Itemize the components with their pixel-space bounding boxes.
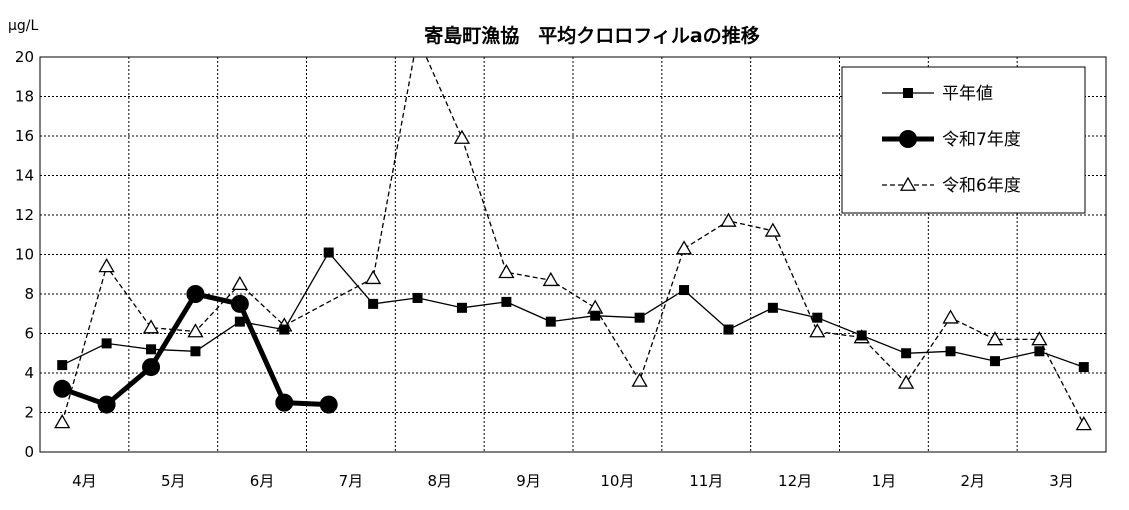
data-point <box>590 310 601 321</box>
grid <box>40 57 1106 452</box>
y-tick-label: 0 <box>24 443 34 461</box>
data-point <box>453 129 471 144</box>
series-thick-circle <box>53 285 338 414</box>
data-point <box>57 360 68 371</box>
data-point <box>898 374 915 389</box>
data-point <box>989 356 1000 367</box>
data-point <box>368 298 379 309</box>
y-tick-label: 6 <box>24 325 34 343</box>
x-tick-label: 12月 <box>778 472 812 490</box>
legend-marker <box>899 176 917 191</box>
data-point <box>675 240 693 255</box>
x-axis: 4月 5月 6月 7月 8月 9月 10月 11月 12月 1月 2月 3月 <box>72 472 1074 490</box>
data-point <box>412 292 423 303</box>
y-tick-label: 8 <box>24 285 34 303</box>
y-tick-label: 16 <box>15 127 34 145</box>
x-tick-label: 9月 <box>516 472 541 490</box>
x-tick-label: 4月 <box>72 472 97 490</box>
data-point <box>187 323 204 338</box>
data-point <box>856 330 867 341</box>
data-point <box>275 393 294 412</box>
x-tick-label: 6月 <box>250 472 275 490</box>
y-tick-label: 4 <box>24 364 34 382</box>
legend-label: 令和7年度 <box>942 130 1021 150</box>
x-tick-label: 11月 <box>689 472 723 490</box>
data-point <box>234 316 245 327</box>
x-tick-label: 8月 <box>427 472 452 490</box>
x-tick-label: 2月 <box>960 472 985 490</box>
data-point <box>501 296 512 307</box>
y-tick-label: 2 <box>24 404 34 422</box>
data-point <box>809 323 826 338</box>
data-point <box>190 346 201 357</box>
data-point <box>1034 346 1045 357</box>
y-tick-label: 10 <box>15 246 34 264</box>
data-point <box>142 358 161 377</box>
data-point <box>812 312 823 323</box>
data-point <box>456 302 467 313</box>
data-point <box>319 395 338 414</box>
data-point <box>767 302 778 313</box>
legend-label: 令和6年度 <box>942 176 1021 196</box>
data-point <box>945 346 956 357</box>
data-point <box>720 212 737 227</box>
data-point <box>101 338 112 349</box>
x-tick-label: 7月 <box>339 472 364 490</box>
data-point <box>365 269 382 285</box>
data-point <box>230 294 249 313</box>
data-point <box>231 275 248 291</box>
data-point <box>146 344 157 355</box>
data-point <box>634 312 645 323</box>
y-tick-label: 18 <box>15 88 34 106</box>
series-solid-square <box>57 247 1089 373</box>
y-tick-label: 14 <box>15 167 34 185</box>
data-point <box>98 258 115 273</box>
x-tick-label: 5月 <box>161 472 186 490</box>
y-axis-unit-label: μg/L <box>8 18 39 34</box>
y-tick-label: 20 <box>15 48 34 66</box>
data-point <box>723 324 734 335</box>
data-point <box>142 319 160 334</box>
data-point <box>542 271 559 287</box>
series-line <box>61 251 1085 368</box>
data-point <box>323 247 334 258</box>
data-point <box>1075 416 1092 431</box>
chart-title: 寄島町漁協 平均クロロフィルaの推移 <box>424 24 759 47</box>
x-tick-label: 10月 <box>600 472 634 490</box>
data-point <box>986 331 1004 346</box>
data-point <box>53 379 72 398</box>
data-point <box>764 222 781 237</box>
y-axis: 0 2 4 6 8 10 12 14 16 18 20 <box>15 48 34 461</box>
data-point <box>942 309 959 324</box>
series-dashed-triangle <box>54 57 1092 431</box>
data-point <box>54 414 71 429</box>
legend-marker <box>899 130 917 148</box>
legend-label: 平年値 <box>942 84 993 104</box>
data-point <box>545 316 556 327</box>
data-point <box>679 285 690 296</box>
data-point <box>631 372 648 387</box>
x-tick-label: 1月 <box>872 472 897 490</box>
data-point <box>1031 331 1048 346</box>
x-tick-label: 3月 <box>1049 472 1074 490</box>
data-point <box>97 395 116 414</box>
data-point <box>279 324 290 335</box>
data-point <box>186 285 205 303</box>
data-point <box>1078 362 1089 373</box>
data-point <box>498 263 515 279</box>
y-tick-label: 12 <box>15 206 34 224</box>
legend-marker <box>903 88 913 98</box>
plot-area-border <box>39 56 1107 453</box>
data-point <box>901 348 912 359</box>
